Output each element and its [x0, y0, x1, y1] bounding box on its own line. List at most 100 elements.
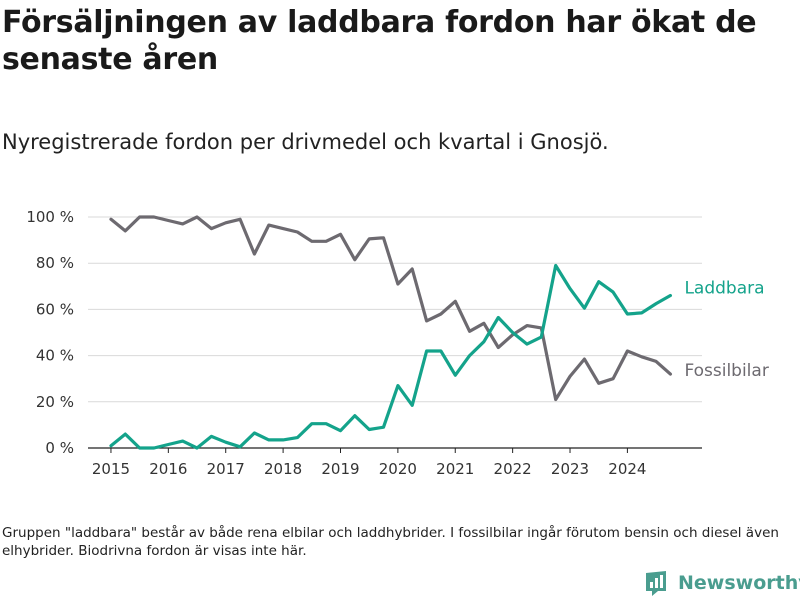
data-point-laddbara — [597, 280, 600, 283]
data-point-fossilbilar — [181, 222, 184, 225]
data-point-laddbara — [339, 429, 342, 432]
x-tick-label: 2016 — [149, 460, 187, 478]
data-point-laddbara — [353, 414, 356, 417]
series-label-laddbara: Laddbara — [684, 279, 764, 299]
data-point-laddbara — [669, 294, 672, 297]
data-point-laddbara — [282, 438, 285, 441]
data-point-fossilbilar — [368, 237, 371, 240]
x-tick-label: 2024 — [608, 460, 646, 478]
data-point-laddbara — [425, 349, 428, 352]
data-point-fossilbilar — [497, 346, 500, 349]
data-point-fossilbilar — [325, 240, 328, 243]
x-tick-label: 2015 — [92, 460, 130, 478]
data-point-laddbara — [583, 307, 586, 310]
data-point-fossilbilar — [109, 218, 112, 221]
data-point-fossilbilar — [611, 377, 614, 380]
data-point-fossilbilar — [238, 218, 241, 221]
data-point-laddbara — [411, 404, 414, 407]
data-point-fossilbilar — [554, 398, 557, 401]
series-labels: Fossilbilar Laddbara — [684, 279, 768, 382]
data-point-laddbara — [238, 445, 241, 448]
data-point-fossilbilar — [482, 322, 485, 325]
grid-lines — [88, 216, 702, 403]
data-point-laddbara — [296, 436, 299, 439]
data-point-fossilbilar — [439, 312, 442, 315]
data-point-laddbara — [654, 302, 657, 305]
data-point-laddbara — [152, 446, 155, 449]
x-tick-label: 2022 — [494, 460, 532, 478]
data-point-laddbara — [224, 441, 227, 444]
data-point-fossilbilar — [353, 258, 356, 261]
data-point-fossilbilar — [468, 330, 471, 333]
data-point-laddbara — [368, 428, 371, 431]
y-tick-label: 100 % — [26, 208, 74, 226]
data-point-laddbara — [167, 443, 170, 446]
series-label-fossilbilar: Fossilbilar — [684, 361, 768, 381]
newsworthy-logo-icon — [646, 571, 666, 596]
data-point-laddbara — [253, 431, 256, 434]
data-point-laddbara — [568, 287, 571, 290]
x-tick-label: 2023 — [551, 460, 589, 478]
data-point-laddbara — [181, 439, 184, 442]
brand-name: Newsworthy — [678, 572, 800, 594]
y-tick-label: 40 % — [36, 347, 74, 365]
data-point-fossilbilar — [152, 215, 155, 218]
line-chart: 0 % 20 % 40 % 60 % 80 % 100 % 2015 2016 2017 2018… — [26, 208, 768, 478]
data-point-laddbara — [540, 336, 543, 339]
data-point-fossilbilar — [195, 215, 198, 218]
data-point-fossilbilar — [525, 324, 528, 327]
data-point-laddbara — [554, 264, 557, 267]
data-point-fossilbilar — [267, 223, 270, 226]
data-point-fossilbilar — [640, 355, 643, 358]
data-point-laddbara — [439, 349, 442, 352]
data-point-laddbara — [482, 340, 485, 343]
data-point-fossilbilar — [583, 357, 586, 360]
data-point-laddbara — [611, 290, 614, 293]
data-point-fossilbilar — [382, 236, 385, 239]
data-point-laddbara — [640, 311, 643, 314]
data-point-laddbara — [267, 438, 270, 441]
data-point-fossilbilar — [654, 360, 657, 363]
data-point-laddbara — [396, 384, 399, 387]
axes: 0 % 20 % 40 % 60 % 80 % 100 % 2015 2016 2017 2018… — [26, 208, 702, 478]
y-tick-label: 20 % — [36, 393, 74, 411]
data-point-fossilbilar — [224, 221, 227, 224]
brand-logo[interactable]: Newsworthy — [644, 568, 800, 598]
data-point-laddbara — [497, 316, 500, 319]
footnote: Gruppen "laddbara" består av både rena e… — [2, 525, 779, 559]
data-point-fossilbilar — [597, 382, 600, 385]
data-point-fossilbilar — [454, 300, 457, 303]
data-point-fossilbilar — [282, 227, 285, 230]
data-point-laddbara — [382, 426, 385, 429]
data-point-laddbara — [210, 435, 213, 438]
y-tick-label: 80 % — [36, 254, 74, 272]
data-point-fossilbilar — [669, 372, 672, 375]
data-point-laddbara — [511, 331, 514, 334]
x-tick-label: 2018 — [264, 460, 302, 478]
chart-subtitle: Nyregistrerade fordon per drivmedel och … — [2, 130, 609, 154]
series-line-fossilbilar — [109, 215, 673, 402]
y-tick-label: 60 % — [36, 300, 74, 318]
data-point-fossilbilar — [396, 282, 399, 285]
data-point-fossilbilar — [425, 319, 428, 322]
data-point-laddbara — [195, 446, 198, 449]
x-tick-label: 2019 — [321, 460, 359, 478]
x-tick-label: 2020 — [379, 460, 417, 478]
series-line-laddbara — [109, 263, 673, 450]
data-point-fossilbilar — [210, 227, 213, 230]
chart-title: Försäljningen av laddbara fordon har öka… — [2, 5, 757, 77]
data-point-laddbara — [325, 422, 328, 425]
data-point-laddbara — [626, 312, 629, 315]
data-point-fossilbilar — [253, 252, 256, 255]
x-tick-label: 2021 — [436, 460, 474, 478]
data-point-fossilbilar — [310, 240, 313, 243]
data-point-fossilbilar — [167, 219, 170, 222]
data-point-fossilbilar — [339, 233, 342, 236]
data-point-laddbara — [124, 433, 127, 436]
data-point-fossilbilar — [124, 229, 127, 232]
y-tick-label: 0 % — [45, 439, 74, 457]
data-point-laddbara — [525, 342, 528, 345]
data-point-laddbara — [310, 422, 313, 425]
data-point-fossilbilar — [296, 230, 299, 233]
data-point-fossilbilar — [411, 267, 414, 270]
